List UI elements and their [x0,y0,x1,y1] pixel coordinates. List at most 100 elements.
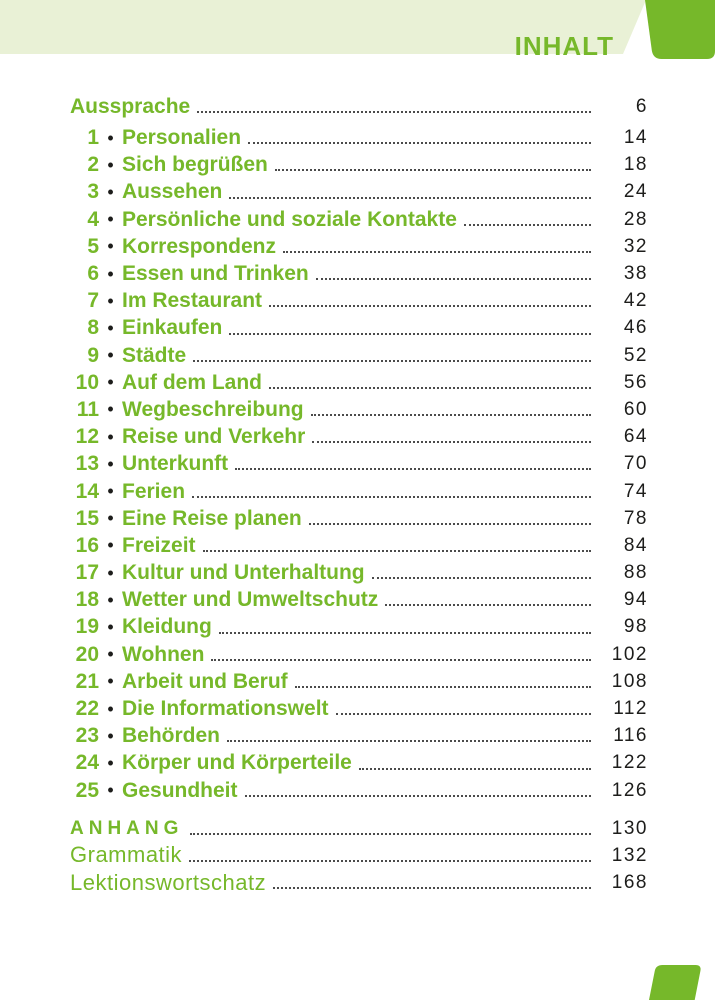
toc-row: 5 • Korrespondenz 32 [70,233,648,260]
dot-leader [385,604,591,607]
toc-row: 24 • Körper und Körperteile 122 [70,749,648,776]
dot-leader [218,631,591,634]
chapter-title: Unterkunft [122,452,229,476]
dot-leader [229,196,591,199]
chapter-number: 4 [87,207,99,231]
chapter-number: 16 [75,533,99,557]
toc-row: Aussprache 6 [70,93,648,120]
dot-leader [312,441,591,444]
bullet-icon: • [107,209,114,230]
bullet-icon: • [107,290,114,311]
bullet-icon: • [107,426,114,447]
toc-row: Grammatik 132 [70,842,648,869]
page-number: 88 [623,562,648,584]
bullet-icon: • [107,725,114,746]
page-number: 126 [611,779,648,801]
dot-leader [358,767,591,770]
toc-row: 15 • Eine Reise planen 78 [70,505,648,532]
chapter-title: Die Informationswelt [122,697,329,721]
page-number: 108 [611,670,648,692]
chapter-number: 19 [75,615,99,639]
page-number: 98 [623,616,648,638]
page-number: 60 [623,398,648,420]
chapter-number: 6 [87,262,99,286]
chapter-number: 11 [76,397,99,421]
page-number: 24 [623,181,648,203]
page-number: 28 [623,208,648,230]
chapter-title: Ferien [122,479,186,503]
bullet-icon: • [107,317,114,338]
dot-leader [193,359,591,362]
dot-leader [192,495,591,498]
bullet-icon: • [107,263,114,284]
toc-row: 1 • Personalien 14 [70,124,648,151]
dot-leader [371,577,591,580]
dot-leader [283,250,591,253]
dot-leader [315,278,591,281]
page-number: 42 [623,290,648,312]
corner-tab-top-icon [645,0,715,59]
chapter-number: 22 [75,697,99,721]
bullet-icon: • [107,345,114,366]
page-number: 52 [623,344,648,366]
chapter-number: 23 [75,724,99,748]
page-number: 122 [611,752,648,774]
bullet-icon: • [107,154,114,175]
chapter-title: Wohnen [122,642,205,666]
toc-row: 13 • Unterkunft 70 [70,450,648,477]
dot-leader [310,414,591,417]
corner-tab-bottom-icon [649,965,701,1000]
toc-row: 3 • Aussehen 24 [70,178,648,205]
toc-row: 8 • Einkaufen 46 [70,314,648,341]
page-number: 64 [623,426,648,448]
dot-leader [211,658,591,661]
page-title: INHALT [514,31,614,62]
chapter-title: Städte [122,343,187,367]
dot-leader [244,794,591,797]
toc-row: 14 • Ferien 74 [70,477,648,504]
chapter-number: 9 [87,343,99,367]
toc-row: 11 • Wegbeschreibung 60 [70,396,648,423]
dot-leader [197,111,591,113]
dot-leader [190,832,591,835]
page-number: 38 [623,263,648,285]
chapter-title: Gesundheit [122,778,238,802]
bullet-icon: • [107,372,114,393]
dot-leader [202,550,591,552]
chapter-number: 24 [75,751,99,775]
chapter-title: Arbeit und Beruf [122,669,288,693]
chapter-title: Grammatik [70,842,183,868]
chapter-number: 20 [75,642,99,666]
dot-leader [227,740,591,743]
page-number: 18 [623,154,648,176]
dot-leader [294,685,591,688]
chapter-title: Kultur und Unterhaltung [122,561,365,585]
chapter-title: Personalien [122,126,242,150]
dot-leader [248,142,591,145]
toc-row: 7 • Im Restaurant 42 [70,287,648,314]
page-number: 132 [611,844,648,866]
chapter-number: 21 [75,669,99,693]
chapter-title: Eine Reise planen [122,506,302,530]
chapter-title: Persönliche und soziale Kontakte [122,207,457,231]
chapter-title: Sich begrüßen [122,153,268,177]
dot-leader [274,169,591,172]
chapter-title: Lektionswortschatz [70,869,267,895]
dot-leader [308,522,591,525]
bullet-icon: • [107,644,114,665]
chapter-title: Im Restaurant [122,289,263,313]
chapter-number: 1 [87,126,99,150]
chapter-number: 7 [87,289,99,313]
toc-row: 19 • Kleidung 98 [70,613,648,640]
page-number: 56 [623,371,648,393]
chapter-title: Aussprache [70,95,191,118]
page-number: 78 [623,507,648,529]
dot-leader [235,468,591,471]
chapter-number: 13 [75,452,99,476]
chapter-title: Einkaufen [122,316,223,340]
chapter-title: Wetter und Umweltschutz [122,588,379,612]
chapter-title: Reise und Verkehr [122,425,306,449]
bullet-icon: • [107,698,114,719]
chapter-number: 15 [75,506,99,530]
